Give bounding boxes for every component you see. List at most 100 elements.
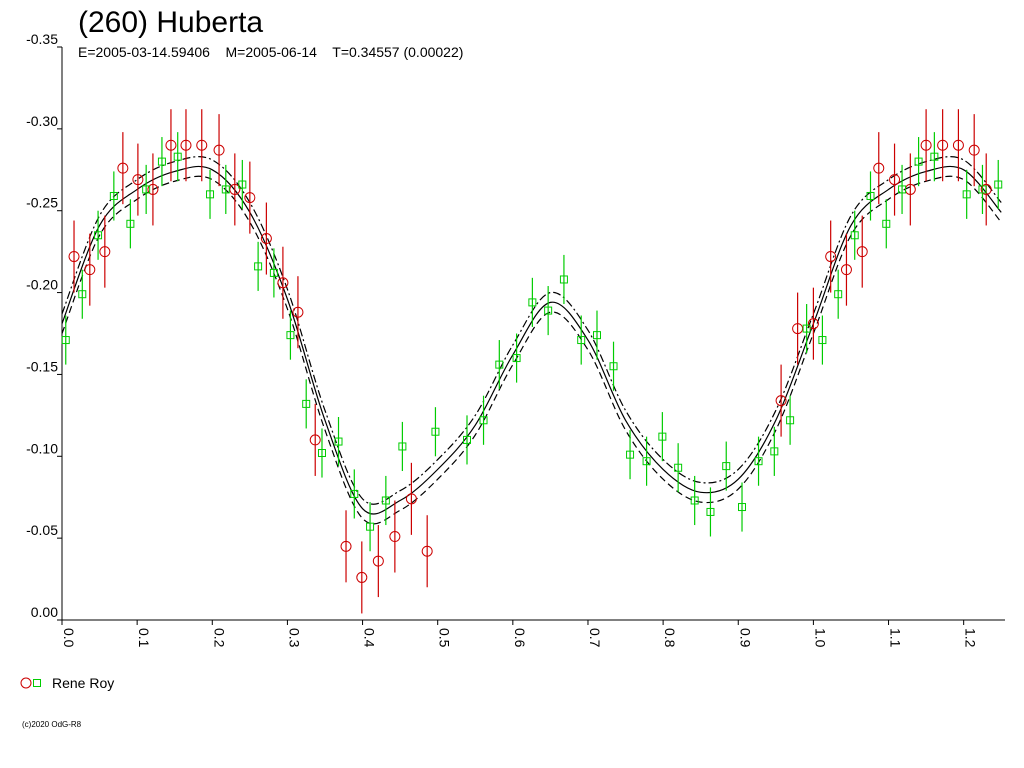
data-point (968, 144, 980, 156)
data-point (674, 463, 683, 472)
data-point (658, 432, 667, 441)
x-tick-label: 0.9 (737, 628, 753, 648)
data-point (68, 251, 80, 263)
data-point (78, 290, 87, 299)
fit-lower (62, 175, 1002, 525)
data-point (206, 190, 215, 199)
x-tick-label: 0.0 (61, 628, 77, 648)
data-point (850, 231, 859, 240)
data-point (840, 264, 852, 276)
data-point (825, 251, 837, 263)
data-point (165, 139, 177, 151)
data-point (577, 336, 586, 345)
data-point (180, 139, 192, 151)
data-point (286, 331, 295, 340)
data-point (142, 185, 151, 194)
data-point (609, 362, 618, 371)
data-point (372, 555, 384, 567)
data-point (350, 489, 359, 498)
data-point (994, 180, 1003, 189)
chart-subtitle: E=2005-03-14.59406 M=2005-06-14 T=0.3455… (78, 44, 463, 60)
data-point (978, 185, 987, 194)
x-tick-label: 0.6 (512, 628, 528, 648)
data-point (269, 268, 278, 277)
data-point (930, 152, 939, 161)
fit-curve (62, 165, 1002, 515)
data-point (544, 306, 553, 315)
data-point (642, 457, 651, 466)
x-tick-label: 1.2 (963, 628, 979, 648)
data-point (229, 183, 241, 195)
y-tick-label: -0.35 (26, 31, 58, 47)
data-point (463, 435, 472, 444)
x-tick-label: 0.5 (437, 628, 453, 648)
data-point (980, 183, 992, 195)
data-point (898, 185, 907, 194)
x-tick-label: 0.2 (211, 628, 227, 648)
data-point (770, 447, 779, 456)
data-point (431, 427, 440, 436)
legend-label: Rene Roy (52, 675, 114, 691)
chart-title: (260) Huberta (78, 6, 263, 39)
data-point (157, 157, 166, 166)
data-point (61, 336, 70, 345)
data-point (818, 336, 827, 345)
y-tick-label: -0.30 (26, 113, 58, 129)
data-point (94, 231, 103, 240)
data-point (802, 324, 811, 333)
y-tick-label: -0.20 (26, 277, 58, 293)
data-point (920, 139, 932, 151)
data-point (856, 246, 868, 258)
fit-upper (62, 156, 1002, 505)
y-tick-label: -0.25 (26, 195, 58, 211)
data-point (238, 180, 247, 189)
data-point (132, 174, 144, 186)
data-point (302, 399, 311, 408)
x-tick-label: 0.7 (587, 628, 603, 648)
data-point (405, 493, 417, 505)
data-point (592, 331, 601, 340)
data-point (117, 162, 129, 174)
data-point (309, 434, 321, 446)
data-point (173, 152, 182, 161)
x-tick-label: 0.1 (136, 628, 152, 648)
data-point (722, 462, 731, 471)
data-point (914, 157, 923, 166)
data-point (479, 416, 488, 425)
data-point (873, 162, 885, 174)
y-tick-label: -0.10 (26, 440, 58, 456)
data-point (292, 306, 304, 318)
data-point (775, 395, 787, 407)
data-point (389, 531, 401, 543)
data-point (937, 139, 949, 151)
data-point (952, 139, 964, 151)
data-point (786, 416, 795, 425)
data-point (317, 449, 326, 458)
data-point (398, 442, 407, 451)
x-tick-label: 1.0 (812, 628, 828, 648)
data-point (109, 191, 118, 200)
legend-marker (20, 677, 32, 689)
y-tick-label: 0.00 (31, 604, 58, 620)
data-point (834, 290, 843, 299)
data-point (792, 323, 804, 335)
data-point (866, 191, 875, 200)
data-point (528, 298, 537, 307)
data-point (495, 360, 504, 369)
data-point (366, 522, 375, 531)
x-tick-label: 1.1 (888, 628, 904, 648)
data-point (244, 192, 256, 204)
data-point (126, 219, 135, 228)
data-point (962, 190, 971, 199)
data-point (512, 354, 521, 363)
data-point (334, 437, 343, 446)
data-point (559, 275, 568, 284)
data-point (882, 219, 891, 228)
data-point (277, 277, 289, 289)
y-tick-label: -0.05 (26, 522, 58, 538)
data-point (381, 496, 390, 505)
data-point (254, 262, 263, 271)
legend-marker (33, 679, 41, 687)
data-point (84, 264, 96, 276)
